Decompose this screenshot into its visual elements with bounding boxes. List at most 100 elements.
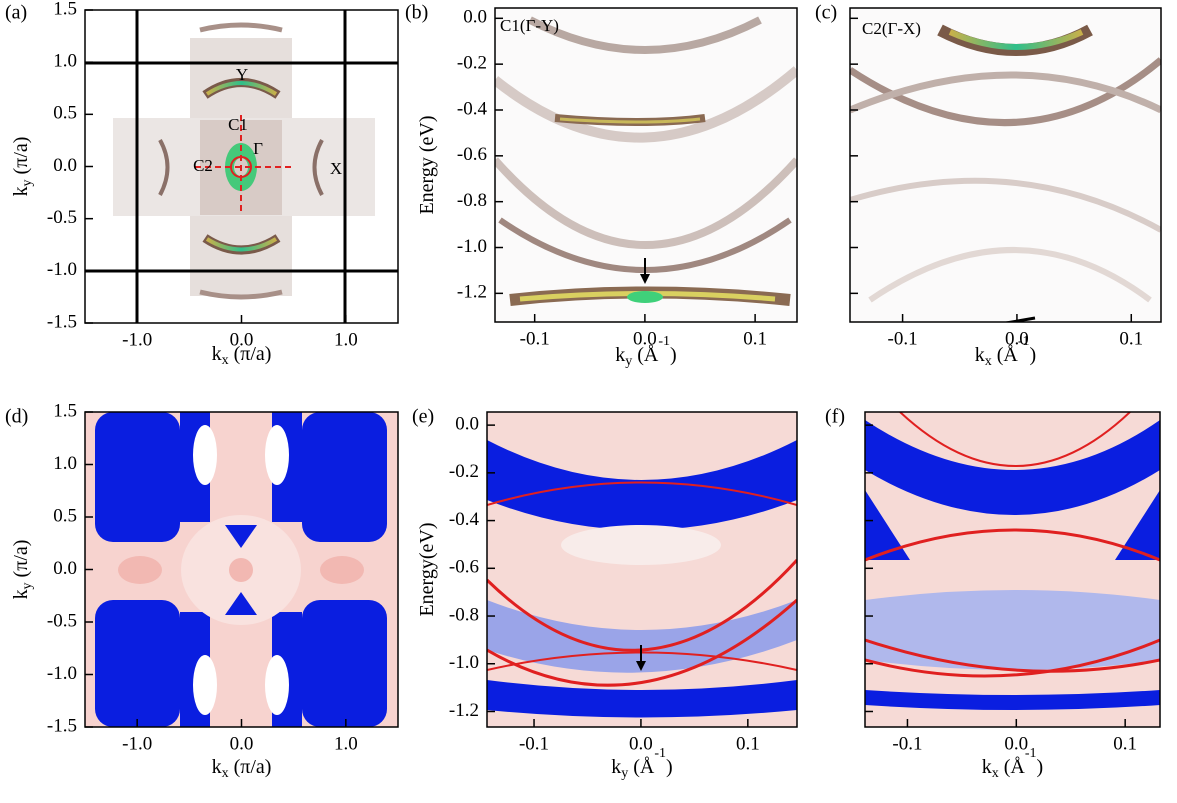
panel-label: (d) [5,406,28,428]
x-tick-label: 0.1 [743,328,767,349]
axis-label-part: (Å [632,344,659,366]
y-tick-label: -1.2 [449,700,479,721]
axis-label-part: ) [670,344,677,366]
y-tick-label: 1.0 [53,453,77,474]
x-tick-label: -1.0 [122,329,152,350]
axis-label-part: k [10,186,32,196]
annotation: C1(Γ-Y) [500,16,559,35]
axis-label-part: k [212,756,222,778]
x-tick-label: -1.0 [122,733,152,754]
axis-label-part: ) [666,756,673,778]
y-tick-label: -0.8 [457,190,487,211]
y-tick-label: -0.6 [457,144,487,165]
axis-label-part: ) [1030,344,1037,366]
x-tick-label: 0.1 [736,733,760,754]
y-tick-label: -1.5 [47,311,77,332]
axis-label-part: Energy (eV) [416,115,438,214]
axis-label-part: y [20,582,35,589]
map-b [495,8,797,322]
y-tick-label: -0.4 [457,98,488,119]
axis-label: ky (π/a) [10,540,36,600]
page: {"panels": [ {"label": "(a)", "xlim": [-… [0,0,1177,803]
axis-label-part: k [975,344,985,366]
axis-label-part: -1 [658,334,670,349]
axis-label-part: k [982,756,992,778]
panel-label: (f) [825,406,845,428]
y-tick-label: -0.2 [457,53,487,74]
x-tick-label: -0.1 [892,733,922,754]
map-c [850,8,1161,324]
y-tick-label: 0.0 [463,7,487,28]
annotation: C1 [228,115,248,134]
axis-label-part: -1 [1025,746,1037,761]
map-d [85,412,398,727]
axis-label-part: k [615,344,625,366]
y-tick-label: 0.0 [455,413,479,434]
y-tick-label: -1.0 [449,652,479,673]
x-tick-label: -0.1 [519,733,549,754]
x-tick-label: 1.0 [334,329,358,350]
annotation: X [330,159,342,178]
axis-label-part: y [20,179,35,186]
y-tick-label: 0.0 [53,558,77,579]
axis-label-part: y [625,354,632,369]
axis-label-part: ) [1037,756,1044,778]
y-tick-label: 1.5 [53,400,77,421]
map-e [487,412,797,727]
y-tick-label: -1.0 [47,259,77,280]
axis-label-part: (π/a) [10,137,32,180]
y-tick-label: -1.0 [47,663,77,684]
axis-label-part: k [611,756,621,778]
annotation: Y [236,65,248,84]
y-tick-label: -0.5 [47,610,77,631]
axis-label: kx (π/a) [212,343,272,369]
y-tick-label: -0.4 [449,509,480,530]
y-tick-label: 1.0 [53,51,77,72]
axis-label-part: Energy(eV) [416,522,438,616]
x-tick-label: 0.1 [1113,733,1137,754]
x-tick-label: 0.0 [629,733,653,754]
axis-label: ky (π/a) [10,137,36,197]
panel-label: (b) [405,2,428,24]
y-tick-label: 1.5 [53,0,77,19]
axis-label: kx (π/a) [212,756,272,782]
axis-label-part: k [212,343,222,365]
axis-label-part: x [985,354,992,369]
y-tick-label: -0.8 [449,604,479,625]
panel-label: (c) [815,2,837,24]
y-tick-label: -0.6 [449,557,479,578]
y-tick-label: -1.5 [47,715,77,736]
y-tick-label: -0.5 [47,207,77,228]
y-tick-label: 0.0 [53,155,77,176]
x-tick-label: -0.1 [888,328,918,349]
figure: (a) -1.0 0.0 1.0 1.5 1.0 0.5 0.0 -0.5 -1.0 -1.5 kx … [0,0,1177,803]
x-tick-label: 0.0 [230,733,254,754]
panel-label: (e) [412,406,434,428]
axis-label-part: (π/a) [229,343,272,365]
y-tick-label: 0.5 [53,103,77,124]
axis-label: Energy(eV) [416,522,438,616]
axis-label-part: x [222,353,229,368]
y-tick-label: -1.0 [457,236,487,257]
axis-label: Energy (eV) [416,115,438,214]
x-tick-label: 1.0 [334,733,358,754]
axis-label-part: k [10,589,32,599]
x-tick-label: 0.1 [1119,328,1143,349]
axis-label-part: y [621,766,628,781]
annotation: C2(Γ-X) [862,19,921,38]
axis-label-part: x [222,766,229,781]
x-tick-label: -0.1 [520,328,550,349]
axis-label-part: -1 [654,746,666,761]
axis-label-part: -1 [1018,334,1030,349]
annotation: C2 [193,156,213,175]
axis-label-part: (Å [628,756,655,778]
axis-label-part: (Å [992,344,1019,366]
map-f [865,412,1160,727]
y-tick-label: -0.2 [449,461,479,482]
axis-label-part: (π/a) [10,540,32,583]
axis-label-part: (Å [999,756,1026,778]
annotation: Γ [253,139,263,158]
map-a [85,10,398,323]
panel-label: (a) [5,2,27,24]
axis-label-part: (π/a) [229,756,272,778]
